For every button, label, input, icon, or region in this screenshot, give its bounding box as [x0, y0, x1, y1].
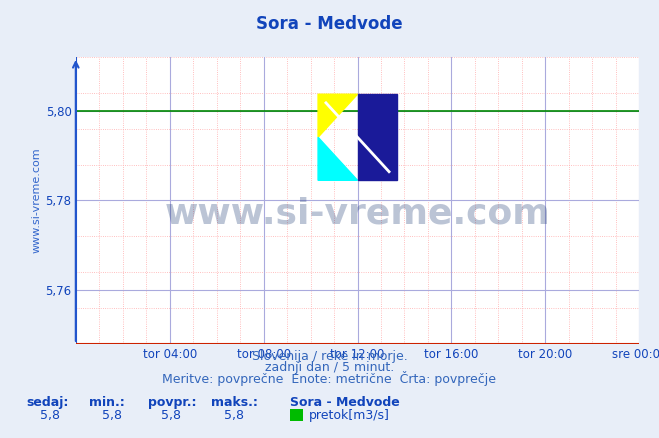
- Text: sedaj:: sedaj:: [26, 396, 69, 409]
- Polygon shape: [318, 137, 358, 180]
- Text: pretok[m3/s]: pretok[m3/s]: [308, 409, 389, 422]
- Text: povpr.:: povpr.:: [148, 396, 197, 409]
- Text: zadnji dan / 5 minut.: zadnji dan / 5 minut.: [265, 361, 394, 374]
- Text: 5,8: 5,8: [161, 409, 181, 422]
- Text: maks.:: maks.:: [211, 396, 258, 409]
- Text: www.si-vreme.com: www.si-vreme.com: [165, 196, 550, 230]
- Text: 5,8: 5,8: [40, 409, 59, 422]
- Y-axis label: www.si-vreme.com: www.si-vreme.com: [32, 148, 42, 253]
- Text: Sora - Medvode: Sora - Medvode: [256, 15, 403, 33]
- Text: 5,8: 5,8: [102, 409, 122, 422]
- Text: Sora - Medvode: Sora - Medvode: [290, 396, 400, 409]
- Polygon shape: [358, 94, 397, 180]
- Text: 5,8: 5,8: [224, 409, 244, 422]
- Polygon shape: [318, 94, 358, 137]
- Text: Meritve: povprečne  Enote: metrične  Črta: povprečje: Meritve: povprečne Enote: metrične Črta:…: [163, 371, 496, 386]
- Text: min.:: min.:: [89, 396, 125, 409]
- Text: Slovenija / reke in morje.: Slovenija / reke in morje.: [252, 350, 407, 364]
